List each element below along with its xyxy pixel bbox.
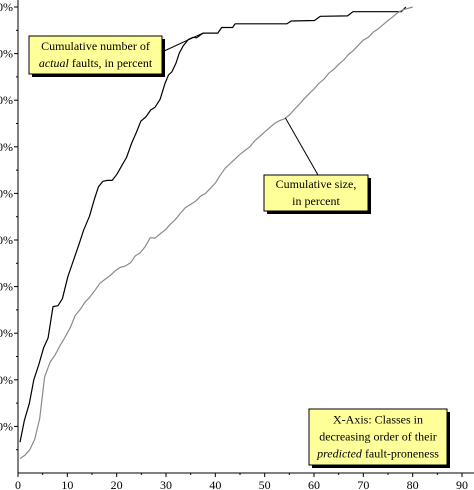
annotation-cumulative-size: Cumulative size, in percent	[263, 117, 371, 214]
x-tick-label: 30	[160, 478, 172, 490]
annotation-actual-faults: Cumulative number of actual faults, in pe…	[28, 32, 204, 77]
x-tick-label: 70	[357, 478, 369, 490]
annotation-cumulative-size-leader-line	[284, 117, 319, 176]
x-tick-label: 40	[209, 478, 221, 490]
annotation-actual-faults-leader-line	[161, 32, 204, 53]
y-tick-label: 0%	[0, 419, 13, 433]
annotation-actual-faults-text-line: Cumulative number of	[41, 39, 150, 53]
y-tick-label: 0%	[0, 140, 13, 154]
x-tick-label: 20	[111, 478, 123, 490]
x-tick-label: 90	[456, 478, 468, 490]
x-tick-label: 10	[61, 478, 73, 490]
y-tick-label: 0%	[0, 186, 13, 200]
annotation-cumulative-size-box	[263, 174, 369, 212]
x-tick-label: 50	[259, 478, 271, 490]
annotation-x-axis-text-line: predicted fault-proneness	[316, 447, 439, 461]
annotation-x-axis: X-Axis: Classes in decreasing order of th…	[308, 408, 450, 468]
axes	[17, 0, 474, 474]
x-tick-label: 60	[308, 478, 320, 490]
annotation-actual-faults-box	[28, 35, 163, 75]
annotation-x-axis-box	[308, 408, 448, 466]
y-tick-label: 0%	[0, 233, 13, 247]
annotations: Cumulative number of actual faults, in pe…	[28, 32, 450, 468]
y-tick-label: 0%	[0, 373, 13, 387]
y-tick-label: 0%	[0, 280, 13, 294]
series-line-actual-faults	[19, 6, 407, 443]
annotation-x-axis-text-line: decreasing order of their	[319, 430, 437, 444]
x-tick-label: 80	[407, 478, 419, 490]
annotation-cumulative-size-text-line: in percent	[292, 194, 340, 208]
y-tick-label: 0%	[0, 93, 13, 107]
y-tick-label: 0%	[0, 326, 13, 340]
annotation-cumulative-size-text-line: Cumulative size,	[276, 177, 357, 191]
series-lines	[19, 6, 413, 460]
y-tick-label: 0%	[0, 47, 13, 61]
y-tick-label: 0%	[0, 0, 13, 14]
annotation-actual-faults-text-line: actual faults, in percent	[39, 56, 153, 70]
annotation-x-axis-text-line: X-Axis: Classes in	[333, 413, 423, 427]
x-tick-label: 0	[15, 478, 21, 490]
series-line-cumulative-size	[19, 6, 413, 460]
